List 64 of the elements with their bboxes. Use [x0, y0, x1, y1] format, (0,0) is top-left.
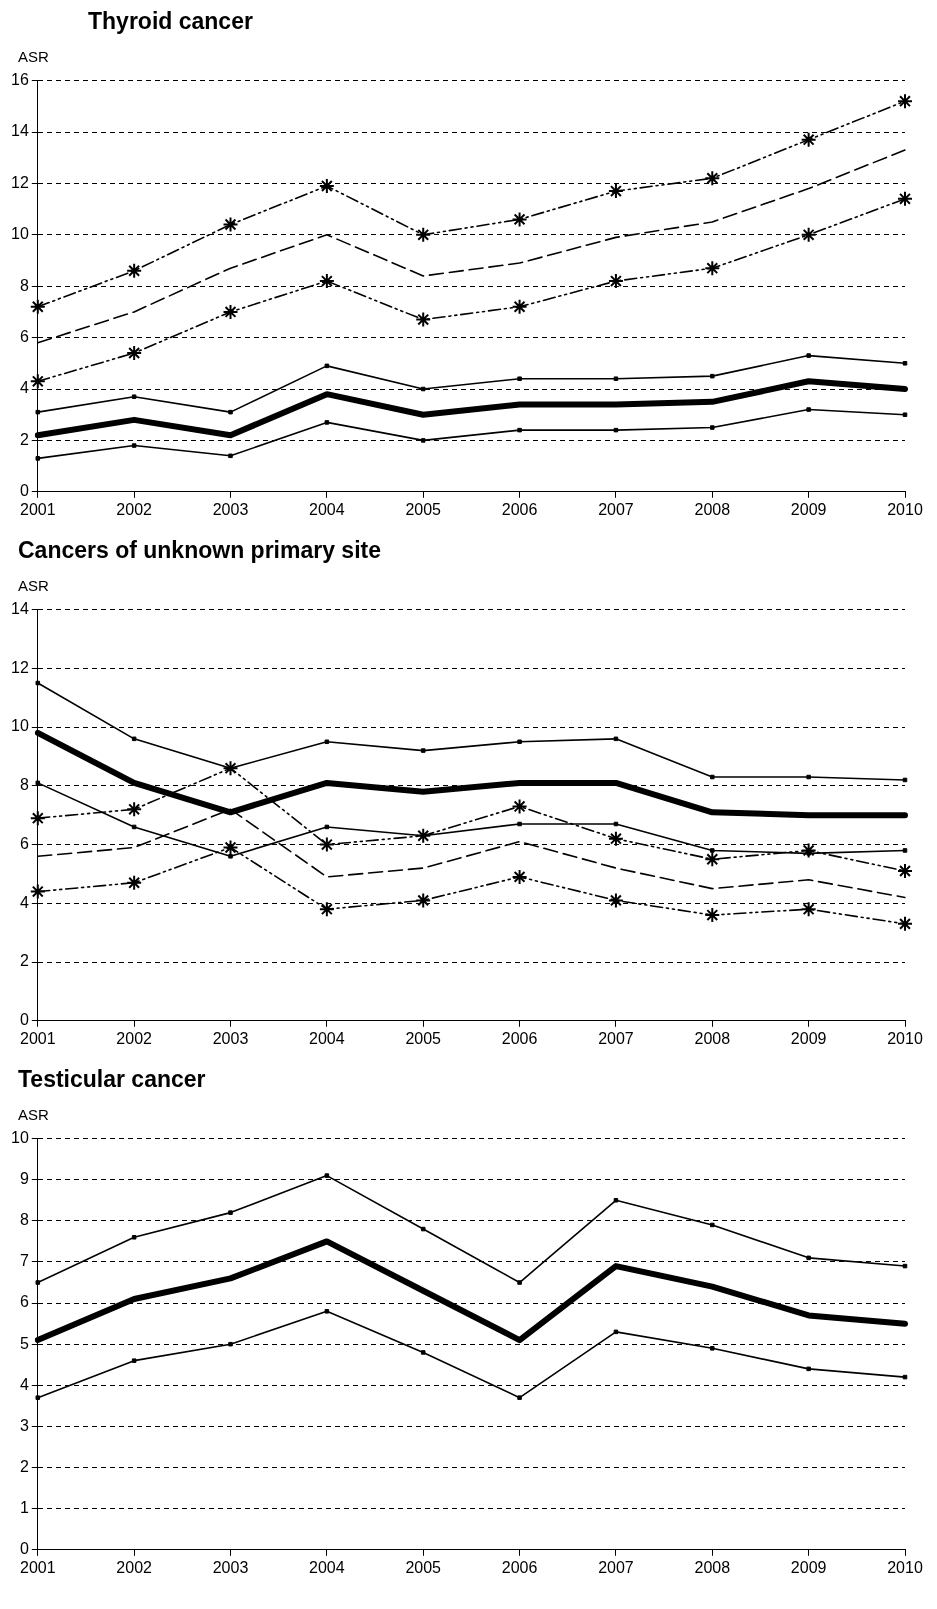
y-axis-title: ASR: [17, 48, 50, 67]
y-axis-title: ASR: [17, 1106, 50, 1125]
x-tick-label: 2005: [405, 1029, 442, 1047]
y-tick-label: 9: [19, 1170, 29, 1188]
x-tick-label: 2006: [501, 1558, 538, 1576]
y-tick-label: 1: [19, 1499, 29, 1517]
y-tick-label: 10: [11, 717, 29, 735]
chart-title: Thyroid cancer: [87, 8, 254, 36]
y-tick-label: 4: [19, 379, 29, 397]
x-tick-label: 2010: [887, 1029, 923, 1047]
x-tick-label: 2007: [598, 1029, 634, 1047]
y-tick-label: 0: [19, 1011, 29, 1029]
x-tick-label: 2008: [694, 500, 731, 518]
y-tick-label: 2: [19, 1457, 29, 1475]
x-tick-label: 2002: [116, 1029, 153, 1047]
x-tick-label: 2008: [694, 1558, 731, 1576]
y-tick-label: 2: [19, 430, 29, 448]
x-tick-label: 2005: [405, 1558, 442, 1576]
x-tick-label: 2008: [694, 1029, 731, 1047]
x-tick-label: 2007: [598, 500, 634, 518]
y-tick-label: 4: [19, 893, 29, 911]
y-tick-label: 14: [11, 122, 29, 140]
x-tick-label: 2003: [212, 1029, 249, 1047]
y-tick-label: 10: [11, 1129, 29, 1147]
x-tick-label: 2005: [405, 500, 442, 518]
y-tick-label: 7: [19, 1252, 29, 1270]
y-axis-title: ASR: [17, 577, 50, 596]
chart-title: Testicular cancer: [17, 1066, 207, 1094]
y-tick-label: 6: [19, 328, 29, 346]
x-tick-label: 2002: [116, 500, 153, 518]
y-tick-label: 8: [19, 276, 29, 294]
x-tick-label: 2003: [212, 500, 249, 518]
y-tick-label: 12: [11, 658, 29, 676]
x-tick-label: 2009: [790, 500, 827, 518]
y-tick-label: 3: [19, 1416, 29, 1434]
y-tick-label: 16: [11, 71, 29, 89]
y-tick-label: 0: [19, 1540, 29, 1558]
y-tick-label: 6: [19, 834, 29, 852]
x-tick-label: 2003: [212, 1558, 249, 1576]
x-tick-label: 2010: [887, 500, 923, 518]
y-tick-label: 4: [19, 1375, 29, 1393]
x-tick-label: 2004: [309, 1029, 345, 1047]
chart-title: Cancers of unknown primary site: [17, 537, 382, 565]
x-tick-label: 2010: [887, 1558, 923, 1576]
y-tick-label: 8: [19, 1211, 29, 1229]
x-tick-label: 2001: [20, 500, 56, 518]
x-tick-label: 2001: [20, 1029, 56, 1047]
y-tick-label: 0: [19, 482, 29, 500]
y-tick-label: 14: [11, 600, 29, 618]
x-tick-label: 2004: [309, 1558, 345, 1576]
y-tick-label: 6: [19, 1293, 29, 1311]
y-tick-label: 5: [19, 1334, 29, 1352]
x-tick-label: 2006: [501, 1029, 538, 1047]
y-tick-label: 2: [19, 952, 29, 970]
y-tick-label: 10: [11, 225, 29, 243]
x-tick-label: 2007: [598, 1558, 634, 1576]
x-tick-label: 2009: [790, 1029, 827, 1047]
x-tick-label: 2001: [20, 1558, 56, 1576]
y-tick-label: 12: [11, 173, 29, 191]
x-tick-label: 2009: [790, 1558, 827, 1576]
y-tick-label: 8: [19, 776, 29, 794]
x-tick-label: 2006: [501, 500, 538, 518]
x-tick-label: 2002: [116, 1558, 153, 1576]
x-tick-label: 2004: [309, 500, 345, 518]
